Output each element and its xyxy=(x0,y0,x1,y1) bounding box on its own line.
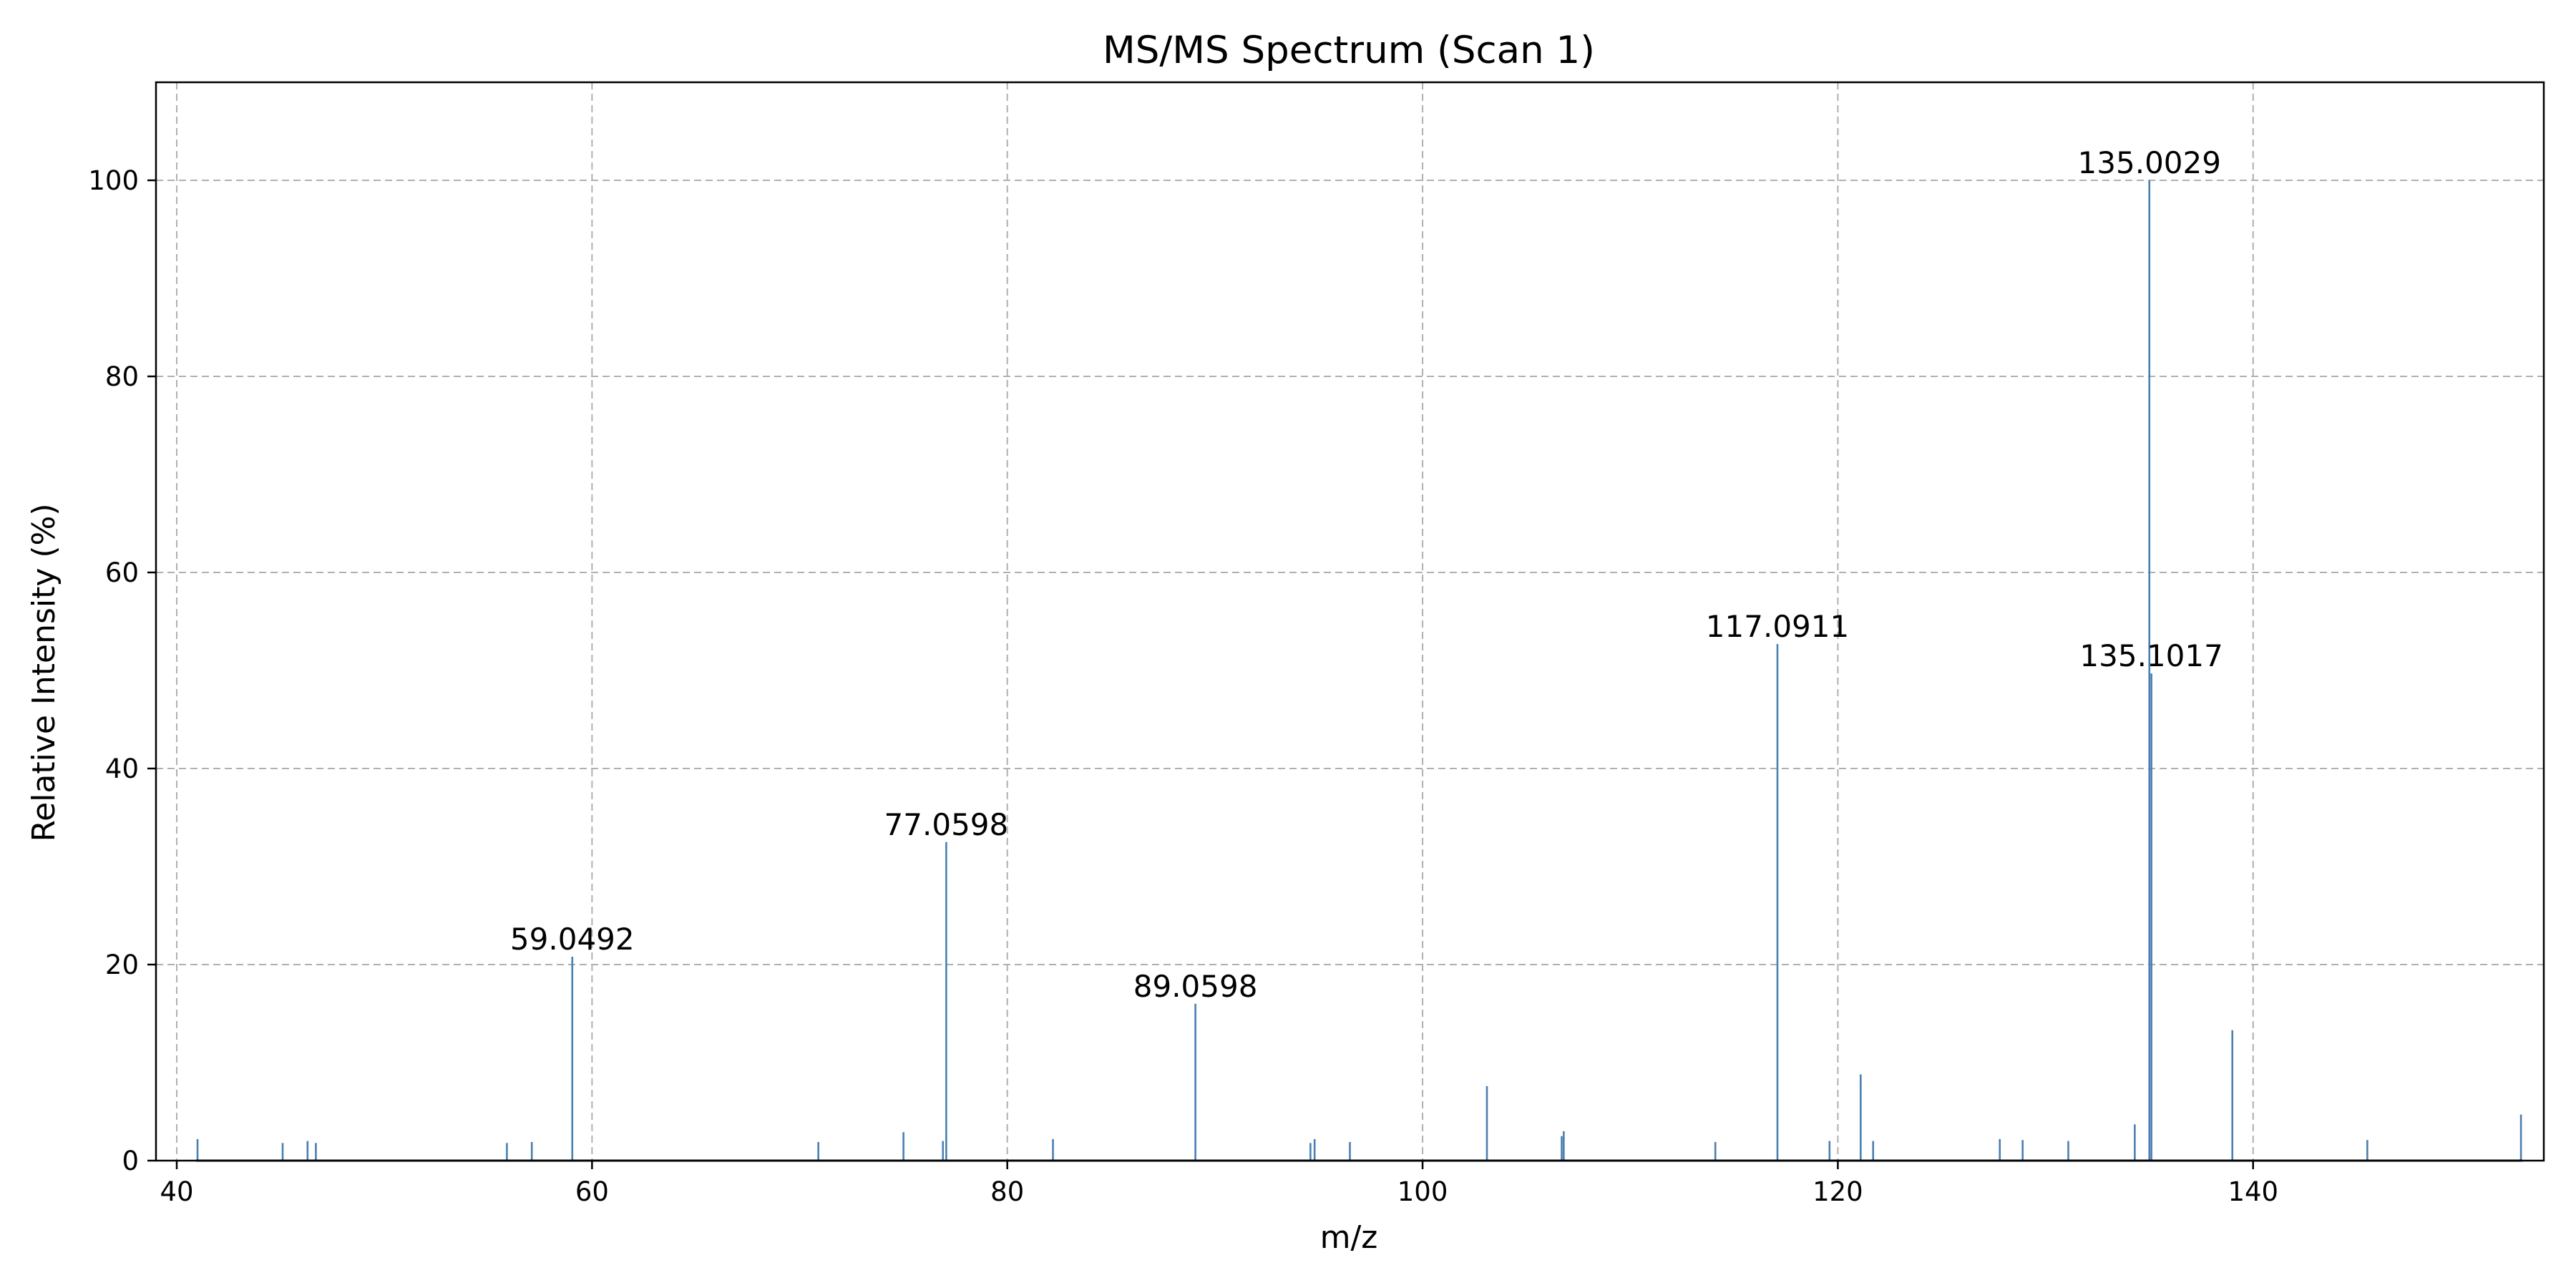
x-tick-label: 100 xyxy=(1397,1176,1448,1207)
peak-annotation: 59.0492 xyxy=(510,922,635,957)
plot-frame xyxy=(155,81,2545,1162)
peak-annotation: 135.0029 xyxy=(2078,145,2221,180)
y-tick-label: 60 xyxy=(105,557,139,588)
x-tick-label: 80 xyxy=(990,1176,1024,1207)
peak-annotation: 77.0598 xyxy=(884,807,1009,842)
x-tick-label: 140 xyxy=(2228,1176,2278,1207)
x-axis-label: m/z xyxy=(1320,1219,1378,1256)
y-tick-label: 80 xyxy=(105,361,139,392)
x-tick-label: 40 xyxy=(160,1176,193,1207)
chart-title: MS/MS Spectrum (Scan 1) xyxy=(1103,29,1595,72)
peak-bars xyxy=(196,180,2522,1161)
x-tick-label: 60 xyxy=(575,1176,609,1207)
y-tick-label: 0 xyxy=(122,1146,139,1176)
peak-labels: 59.0492 77.0598 89.0598 117.0911 135.0029 135… xyxy=(510,145,2223,1004)
y-axis-label: Relative Intensity (%) xyxy=(26,503,62,841)
y-tick-label: 100 xyxy=(88,165,139,196)
peak-annotation: 89.0598 xyxy=(1133,969,1258,1004)
y-axis-ticks: 0 20 40 60 80 100 xyxy=(88,165,156,1176)
peak-annotation: 117.0911 xyxy=(1706,609,1849,644)
y-tick-label: 20 xyxy=(105,950,139,980)
peak-annotation: 135.1017 xyxy=(2079,638,2223,673)
x-axis-ticks: 40 60 80 100 120 140 xyxy=(160,1161,2278,1207)
y-tick-label: 40 xyxy=(105,753,139,784)
grid-lines xyxy=(156,82,2544,1161)
x-tick-label: 120 xyxy=(1813,1176,1863,1207)
